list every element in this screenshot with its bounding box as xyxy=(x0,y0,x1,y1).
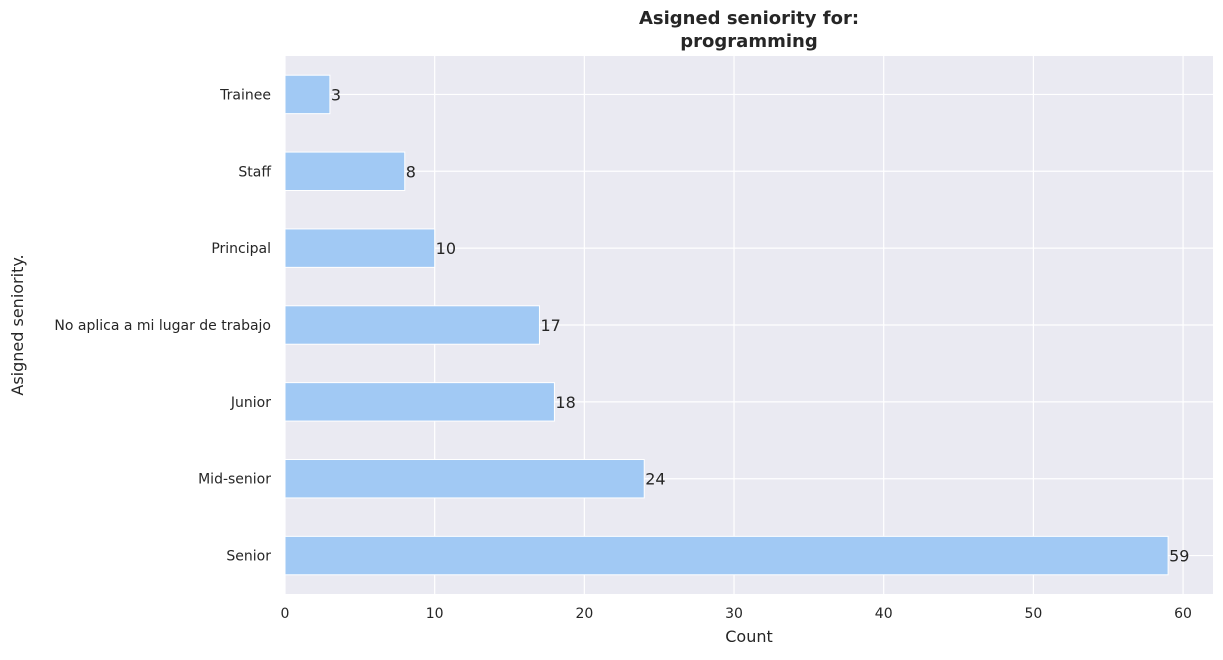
bar xyxy=(284,74,331,115)
y-tick-labels: Trainee Staff Principal No aplica a mi luga… xyxy=(54,87,271,564)
x-tick-label: 40 xyxy=(875,606,893,622)
data-label: 3 xyxy=(331,85,341,104)
chart-title-line-1: Asigned seniority for: xyxy=(639,8,859,29)
bar xyxy=(284,535,1169,576)
x-tick-labels: 0 10 20 30 40 50 60 xyxy=(281,606,1192,622)
bar xyxy=(284,305,540,345)
x-tick-label: 0 xyxy=(281,606,290,622)
y-tick-label: Mid-senior xyxy=(198,472,271,488)
x-tick-label: 10 xyxy=(426,606,444,622)
bars xyxy=(284,74,1169,576)
y-tick-label: Senior xyxy=(226,549,271,565)
y-axis-label: Asigned seniority. xyxy=(8,254,27,395)
chart-title-line-2: programming xyxy=(680,31,817,52)
y-tick-label: Staff xyxy=(238,164,271,180)
x-tick-label: 30 xyxy=(725,606,743,622)
data-label: 18 xyxy=(555,393,575,412)
y-tick-label: No aplica a mi lugar de trabajo xyxy=(54,318,271,334)
data-label: 8 xyxy=(406,162,416,181)
x-axis-label: Count xyxy=(725,627,773,646)
x-tick-label: 60 xyxy=(1174,606,1192,622)
data-label: 24 xyxy=(645,470,665,489)
bar xyxy=(284,151,406,191)
data-label: 59 xyxy=(1169,547,1189,566)
data-label: 10 xyxy=(436,239,456,258)
bar xyxy=(284,228,436,268)
x-tick-label: 50 xyxy=(1024,606,1042,622)
y-tick-label: Principal xyxy=(211,241,271,257)
x-tick-label: 20 xyxy=(575,606,593,622)
data-labels: 3 8 10 17 18 24 59 xyxy=(331,85,1190,565)
y-tick-label: Trainee xyxy=(219,87,271,103)
data-label: 17 xyxy=(540,316,560,335)
y-tick-label: Junior xyxy=(230,395,271,411)
bar xyxy=(284,382,555,422)
bar xyxy=(284,459,645,499)
